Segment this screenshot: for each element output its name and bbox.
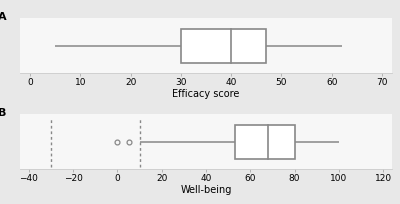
Bar bbox=[235, 125, 294, 159]
X-axis label: Efficacy score: Efficacy score bbox=[172, 89, 240, 99]
Text: B: B bbox=[0, 108, 6, 118]
Text: A: A bbox=[0, 12, 6, 22]
Bar bbox=[181, 29, 266, 63]
X-axis label: Well-being: Well-being bbox=[180, 185, 232, 195]
